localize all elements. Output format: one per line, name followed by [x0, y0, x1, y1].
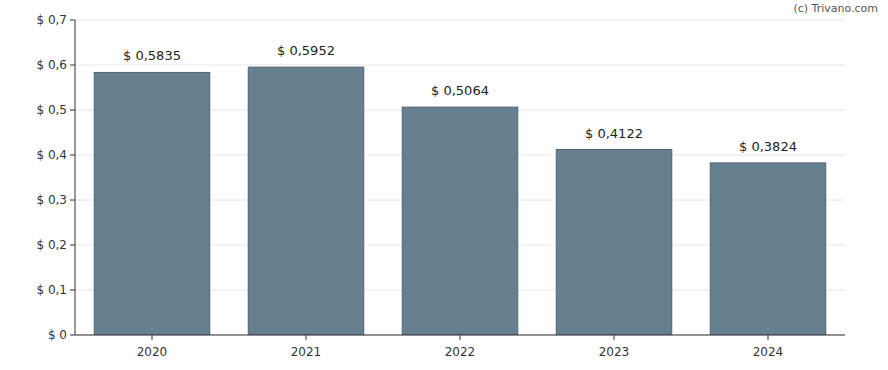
x-tick: [306, 335, 307, 340]
bar: [556, 150, 672, 335]
y-tick-label: $ 0,7: [36, 13, 67, 27]
data-label: $ 0,4122: [585, 126, 643, 141]
y-tick: [70, 335, 75, 336]
x-tick-label: 2021: [291, 345, 322, 359]
y-tick-label: $ 0,2: [36, 238, 67, 252]
bar: [710, 163, 826, 335]
y-tick: [70, 155, 75, 156]
y-axis: [75, 20, 76, 335]
watermark: (c) Trivano.com: [793, 2, 878, 15]
y-tick-label: $ 0,4: [36, 148, 67, 162]
bars: [94, 67, 826, 335]
y-tick: [70, 290, 75, 291]
chart: $ 0 $ 0,1 $ 0,2 $ 0,3 $ 0,4 $ 0,5 $ 0,6 $ 0,7 $ …: [0, 0, 888, 370]
y-tick: [70, 110, 75, 111]
y-tick-label: $ 0,1: [36, 283, 67, 297]
x-tick: [460, 335, 461, 340]
y-tick: [70, 65, 75, 66]
data-label: $ 0,5064: [431, 83, 489, 98]
y-tick: [70, 200, 75, 201]
y-tick: [70, 245, 75, 246]
x-tick-label: 2024: [753, 345, 784, 359]
bar: [402, 107, 518, 335]
bar: [94, 72, 210, 335]
x-tick-label: 2022: [445, 345, 476, 359]
y-tick-label: $ 0,5: [36, 103, 67, 117]
x-tick: [614, 335, 615, 340]
grid-line: [75, 20, 845, 21]
y-tick: [70, 20, 75, 21]
y-tick-label: $ 0,3: [36, 193, 67, 207]
x-tick: [152, 335, 153, 340]
x-tick: [768, 335, 769, 340]
x-tick-label: 2023: [599, 345, 630, 359]
chart-container: $ 0 $ 0,1 $ 0,2 $ 0,3 $ 0,4 $ 0,5 $ 0,6 $ 0,7 $ …: [0, 0, 888, 370]
grid-line: [75, 65, 845, 66]
bar: [248, 67, 364, 335]
data-label: $ 0,5835: [123, 48, 181, 63]
data-label: $ 0,5952: [277, 43, 335, 58]
data-label: $ 0,3824: [739, 139, 797, 154]
x-tick-label: 2020: [137, 345, 168, 359]
y-tick-label: $ 0: [48, 328, 67, 342]
y-tick-label: $ 0,6: [36, 58, 67, 72]
